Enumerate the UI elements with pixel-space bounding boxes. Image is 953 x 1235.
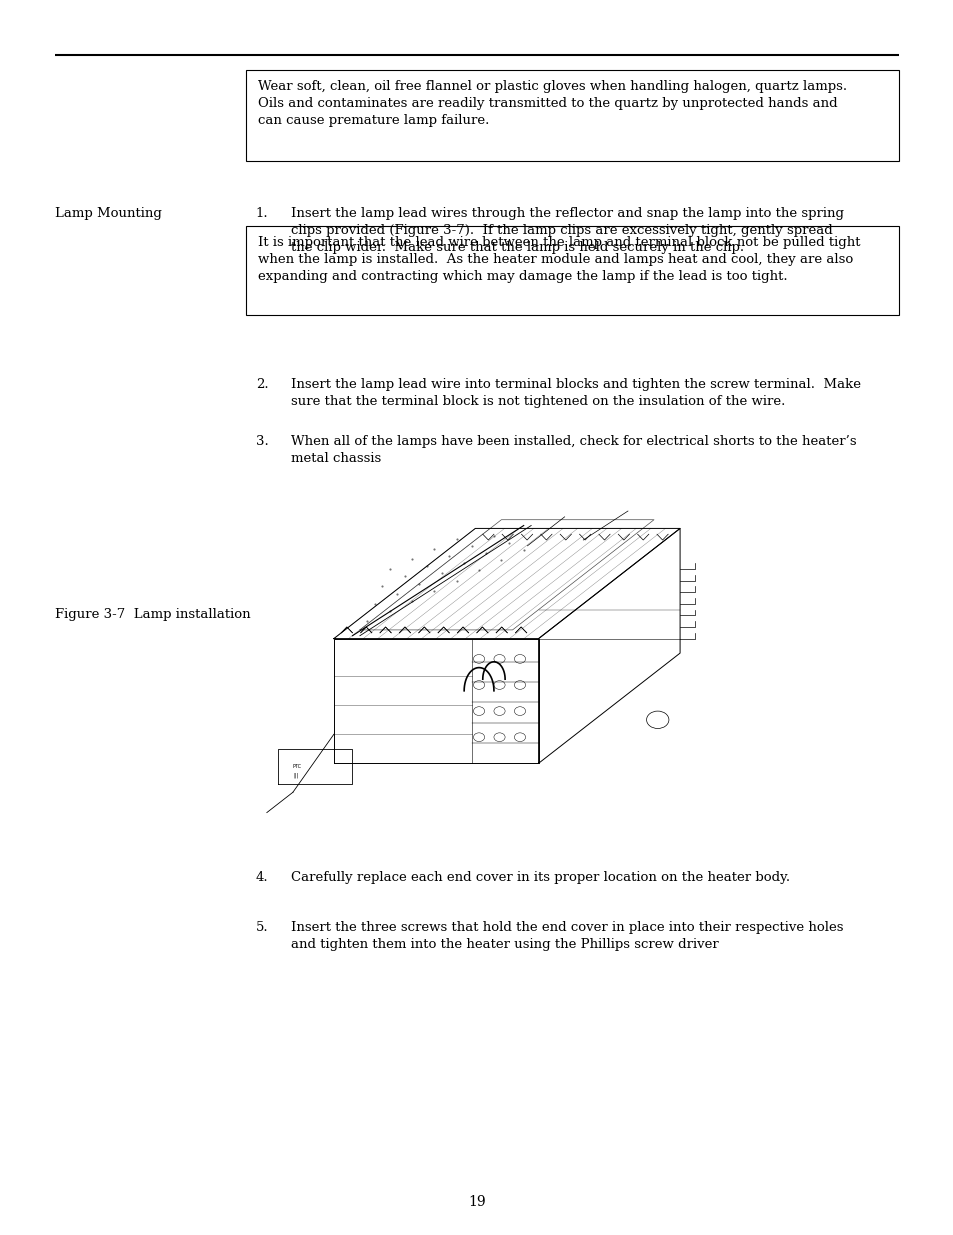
Text: Figure 3-7  Lamp installation: Figure 3-7 Lamp installation: [55, 608, 251, 621]
Bar: [246, 226, 898, 315]
Text: 2.: 2.: [255, 378, 268, 391]
Text: 3.: 3.: [255, 435, 268, 448]
Text: 5.: 5.: [255, 921, 268, 935]
Text: Insert the lamp lead wires through the reflector and snap the lamp into the spri: Insert the lamp lead wires through the r…: [291, 207, 843, 254]
Bar: [246, 70, 898, 161]
Text: 1.: 1.: [255, 207, 268, 221]
Text: PTC: PTC: [293, 763, 301, 768]
Text: |||: |||: [293, 772, 298, 778]
Text: Wear soft, clean, oil free flannel or plastic gloves when handling halogen, quar: Wear soft, clean, oil free flannel or pl…: [257, 80, 846, 127]
Text: Carefully replace each end cover in its proper location on the heater body.: Carefully replace each end cover in its …: [291, 871, 789, 884]
Text: Lamp Mounting: Lamp Mounting: [55, 207, 162, 221]
Text: Insert the three screws that hold the end cover in place into their respective h: Insert the three screws that hold the en…: [291, 921, 842, 951]
Text: 19: 19: [468, 1194, 485, 1209]
Text: When all of the lamps have been installed, check for electrical shorts to the he: When all of the lamps have been installe…: [291, 435, 856, 464]
Text: Insert the lamp lead wire into terminal blocks and tighten the screw terminal.  : Insert the lamp lead wire into terminal …: [291, 378, 860, 408]
Text: It is important that the lead wire between the lamp and terminal block not be pu: It is important that the lead wire betwe…: [257, 236, 860, 283]
Text: 4.: 4.: [255, 871, 268, 884]
